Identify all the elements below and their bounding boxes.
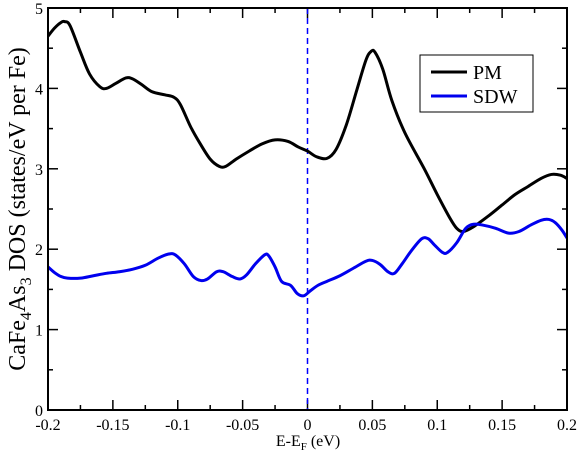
- x-tick-label: -0.15: [96, 417, 129, 434]
- x-tick-label: -0.1: [165, 417, 190, 434]
- series-line-sdw: [48, 217, 567, 298]
- y-tick-label: 3: [35, 162, 43, 179]
- x-tick-label: 0.2: [557, 417, 577, 434]
- plot-frame: [47, 7, 568, 411]
- y-label-sub-1: 4: [18, 312, 35, 320]
- y-label-part-1: CaFe: [5, 320, 31, 371]
- legend-label-pm: PM: [473, 62, 502, 84]
- y-label-part-2: As: [5, 285, 31, 312]
- x-axis-label: E-EF (eV): [276, 433, 340, 453]
- legend-box: [419, 54, 534, 113]
- y-tick-label: 4: [35, 81, 43, 98]
- y-label-part-3: DOS (states/eV per Fe): [5, 47, 31, 277]
- legend-label-sdw: SDW: [473, 86, 518, 108]
- legend: PM SDW: [419, 54, 534, 113]
- x-tick-label: 0.1: [427, 417, 447, 434]
- y-tick-label: 0: [35, 403, 43, 420]
- y-tick-labels: 0 1 2 3 4 5: [35, 1, 43, 420]
- series-lines: [48, 19, 567, 298]
- x-tick-labels: -0.2 -0.15 -0.1 -0.05 0 0.05 0.1 0.15 0.2: [35, 417, 577, 434]
- x-tick-label: 0.15: [488, 417, 516, 434]
- y-tick-label: 5: [35, 1, 43, 18]
- y-tick-label: 2: [35, 242, 43, 259]
- x-label-sub: F: [301, 441, 307, 453]
- x-tick-label: 0: [304, 417, 312, 434]
- x-label-part-1: E-E: [276, 433, 301, 450]
- y-label-sub-2: 3: [18, 277, 35, 285]
- x-tick-label: -0.2: [35, 417, 60, 434]
- x-label-part-2: (eV): [307, 433, 340, 450]
- x-tick-label: 0.05: [358, 417, 386, 434]
- y-tick-label: 1: [35, 323, 43, 340]
- x-tick-label: -0.05: [226, 417, 259, 434]
- y-axis-label: CaFe4As3 DOS (states/eV per Fe): [5, 47, 35, 371]
